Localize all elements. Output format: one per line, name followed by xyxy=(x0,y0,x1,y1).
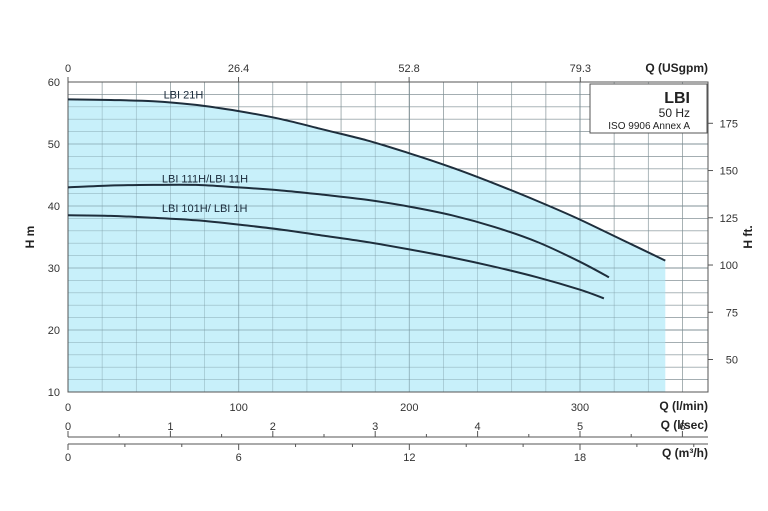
operating-area-shading xyxy=(68,99,666,393)
x-bottom-tick-label: 200 xyxy=(400,402,418,414)
series-line-1 xyxy=(67,183,610,279)
y-left-tick-label: 10 xyxy=(48,387,60,399)
x-lps-tick-label: 6 xyxy=(679,421,685,433)
y-right-tick-label: 100 xyxy=(720,260,738,272)
x-top-tick-label: 0 xyxy=(65,63,71,75)
y-right-tick-label: 125 xyxy=(720,213,738,225)
series-label-2: LBI 101H/ LBI 1H xyxy=(162,203,248,215)
y-right-tick-label: 150 xyxy=(720,166,738,178)
grid-overlay xyxy=(67,81,708,393)
x-lps-tick-label: 1 xyxy=(167,421,173,433)
x-bottom-tick-label: 100 xyxy=(229,402,247,414)
x-lps-tick-label: 0 xyxy=(65,421,71,433)
legend-box: LBI 50 Hz ISO 9906 Annex A xyxy=(589,83,708,134)
x-bottom-axis-title: Q (l/min) xyxy=(659,399,708,413)
y-left-tick-label: 60 xyxy=(48,77,60,89)
x-m3h-tick-label: 6 xyxy=(236,452,242,464)
legend-standard: ISO 9906 Annex A xyxy=(608,121,690,132)
x-lps-tick-label: 2 xyxy=(270,421,276,433)
x-top-axis-title: Q (USgpm) xyxy=(645,61,708,75)
x-lps-axis-title: Q (l/sec) xyxy=(661,418,708,432)
y-right-tick-label: 50 xyxy=(726,355,738,367)
series-line-2 xyxy=(67,214,605,300)
x-lps-tick-label: 3 xyxy=(372,421,378,433)
x-bottom-tick-label: 300 xyxy=(571,402,589,414)
series-line-0 xyxy=(67,98,666,262)
x-top-tick-label: 79.3 xyxy=(570,63,591,75)
x-m3h-tick-label: 18 xyxy=(574,452,586,464)
legend-title: LBI xyxy=(664,90,690,107)
plot-frame xyxy=(67,81,709,393)
y-right-axis-title: H ft. xyxy=(741,225,755,248)
x-m3h-tick-label: 12 xyxy=(403,452,415,464)
legend-frame xyxy=(589,83,708,134)
legend-frequency: 50 Hz xyxy=(659,106,690,120)
y-right-tick-label: 75 xyxy=(726,307,738,319)
y-left-axis-title: H m xyxy=(23,226,37,249)
x-bottom-tick-label: 0 xyxy=(65,402,71,414)
y-right-tick-label: 175 xyxy=(720,118,738,130)
x-top-tick-label: 26.4 xyxy=(228,63,249,75)
x-lps-tick-label: 5 xyxy=(577,421,583,433)
y-left-tick-label: 20 xyxy=(48,325,60,337)
x-top-tick-label: 52.8 xyxy=(398,63,419,75)
y-left-tick-label: 50 xyxy=(48,139,60,151)
series-label-1: LBI 111H/LBI 11H xyxy=(162,173,248,185)
x-m3h-tick-label: 0 xyxy=(65,452,71,464)
series-label-0: LBI 21H xyxy=(164,90,204,102)
y-left-tick-label: 30 xyxy=(48,263,60,275)
series-layer: LBI 21H LBI 111H/LBI 11H LBI 101H/ LBI 1H xyxy=(67,90,666,300)
x-lps-tick-label: 4 xyxy=(475,421,481,433)
y-left-tick-label: 40 xyxy=(48,201,60,213)
x-m3h-axis-title: Q (m³/h) xyxy=(662,446,708,460)
